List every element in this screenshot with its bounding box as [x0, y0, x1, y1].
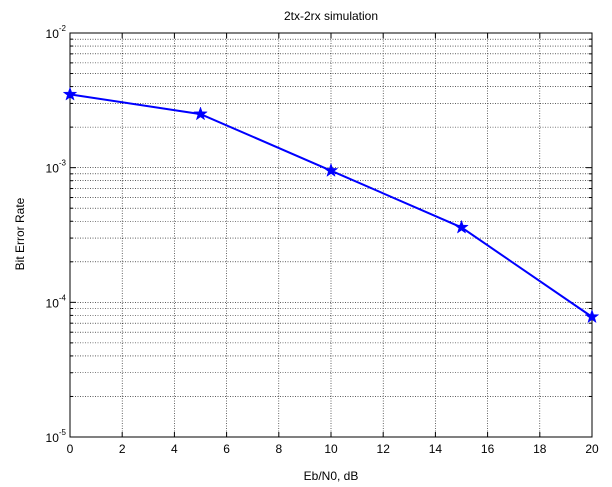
data-point-star-marker [584, 309, 600, 324]
series-layer [62, 86, 600, 324]
x-tick-label: 16 [481, 442, 495, 456]
x-tick-label: 14 [429, 442, 443, 456]
axis-ticks: 0 2 4 6 8 10 12 14 16 18 20 10-5 10-4 10-3 10-2 [46, 24, 599, 456]
x-axis-label: Eb/N0, dB [304, 469, 359, 483]
x-tick-label: 10 [324, 442, 338, 456]
x-tick-label: 0 [67, 442, 74, 456]
x-tick-label: 18 [533, 442, 547, 456]
y-tick-label: 10-2 [46, 24, 67, 41]
y-tick-label: 10-5 [46, 428, 67, 445]
y-tick-label: 10-3 [46, 159, 67, 176]
chart-title: 2tx-2rx simulation [284, 9, 378, 23]
data-point-star-marker [454, 219, 469, 234]
data-point-star-marker [193, 106, 208, 121]
x-tick-label: 20 [585, 442, 599, 456]
x-tick-label: 8 [275, 442, 282, 456]
y-axis-label: Bit Error Rate [13, 197, 27, 270]
y-tick-label: 10-4 [46, 293, 67, 310]
x-tick-label: 12 [377, 442, 391, 456]
data-point-star-marker [62, 86, 78, 101]
data-point-star-marker [323, 162, 339, 177]
x-tick-label: 6 [223, 442, 230, 456]
x-tick-label: 4 [171, 442, 178, 456]
x-tick-label: 2 [119, 442, 126, 456]
